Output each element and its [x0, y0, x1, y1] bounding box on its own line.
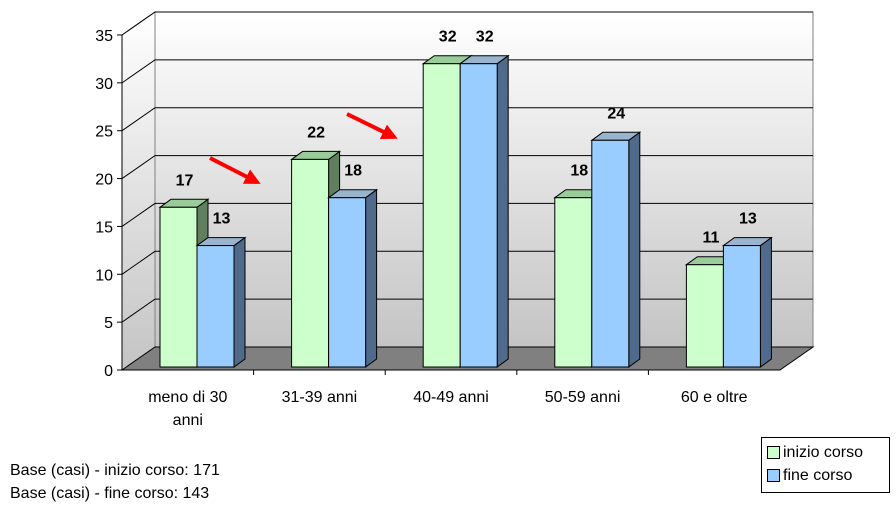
- y-tick-label: 25: [95, 124, 113, 141]
- bar-side: [233, 236, 246, 368]
- data-label: 22: [307, 124, 325, 141]
- gridline: [121, 107, 813, 132]
- bar: [554, 197, 593, 368]
- bar-chart: 0 5 10 15 20 25 30 35 17 13 22 18 32 32 18 24 11 13 meno…: [95, 11, 815, 429]
- legend-swatch-inizio: [767, 446, 780, 459]
- bar: [591, 139, 630, 368]
- legend-swatch-fine: [767, 469, 780, 482]
- gridline: [121, 59, 813, 84]
- bars: [158, 54, 773, 368]
- x-tick-label: 40-49 anni: [413, 389, 489, 406]
- data-label: 13: [739, 211, 757, 228]
- data-label: 18: [344, 163, 362, 180]
- y-tick-label: 35: [95, 28, 113, 45]
- arrow-1: [209, 156, 261, 184]
- data-label: 13: [213, 211, 231, 228]
- y-tick-label: 5: [104, 315, 113, 332]
- y-axis: 0 5 10 15 20 25 30 35: [95, 28, 780, 380]
- bar: [328, 197, 367, 368]
- legend-label-inizio: inizio corso: [783, 443, 864, 461]
- x-tick-label: meno di 30 anni: [148, 389, 227, 429]
- y-tick-label: 20: [95, 172, 113, 189]
- data-label: 17: [176, 172, 194, 189]
- bar-side: [759, 236, 772, 368]
- data-label: 18: [570, 163, 588, 180]
- data-labels: 17 13 22 18 32 32 18 24 11 13: [176, 29, 757, 247]
- legend-item-fine: fine corso: [767, 464, 889, 487]
- note-fine: Base (casi) - fine corso: 143: [10, 485, 210, 502]
- bar: [159, 206, 198, 368]
- y-tick-label: 30: [95, 76, 113, 93]
- x-tick-label: 31-39 anni: [282, 389, 358, 406]
- data-label: 32: [439, 29, 457, 46]
- x-tick-label: 60 e oltre: [681, 389, 748, 406]
- trend-arrows: [209, 112, 398, 184]
- y-tick-label: 0: [104, 363, 113, 380]
- y-tick-label: 10: [95, 267, 113, 284]
- legend-item-inizio: inizio corso: [767, 441, 889, 464]
- bar: [685, 264, 724, 368]
- data-label: 11: [702, 230, 719, 247]
- legend-label-fine: fine corso: [783, 466, 853, 484]
- bar-side: [496, 54, 509, 368]
- x-tick-label: 50-59 anni: [545, 389, 621, 406]
- bar: [422, 63, 461, 368]
- side-wall: [121, 11, 156, 371]
- bar: [459, 63, 498, 368]
- legend: inizio corso fine corso: [761, 437, 890, 493]
- bar-side: [628, 131, 641, 368]
- arrow-2: [346, 112, 398, 139]
- y-tick-label: 15: [95, 219, 113, 236]
- data-label: 24: [607, 105, 625, 122]
- bar: [196, 245, 235, 368]
- bar: [291, 158, 330, 368]
- data-label: 32: [476, 29, 494, 46]
- sample-notes: Base (casi) - inizio corso: 171 Base (ca…: [10, 459, 220, 505]
- note-inizio: Base (casi) - inizio corso: 171: [10, 462, 220, 479]
- bar-side: [365, 188, 378, 368]
- gridline: [121, 11, 813, 36]
- category-labels: meno di 30 anni 31-39 anni 40-49 anni 50-59 …: [148, 389, 747, 429]
- bar: [722, 245, 761, 368]
